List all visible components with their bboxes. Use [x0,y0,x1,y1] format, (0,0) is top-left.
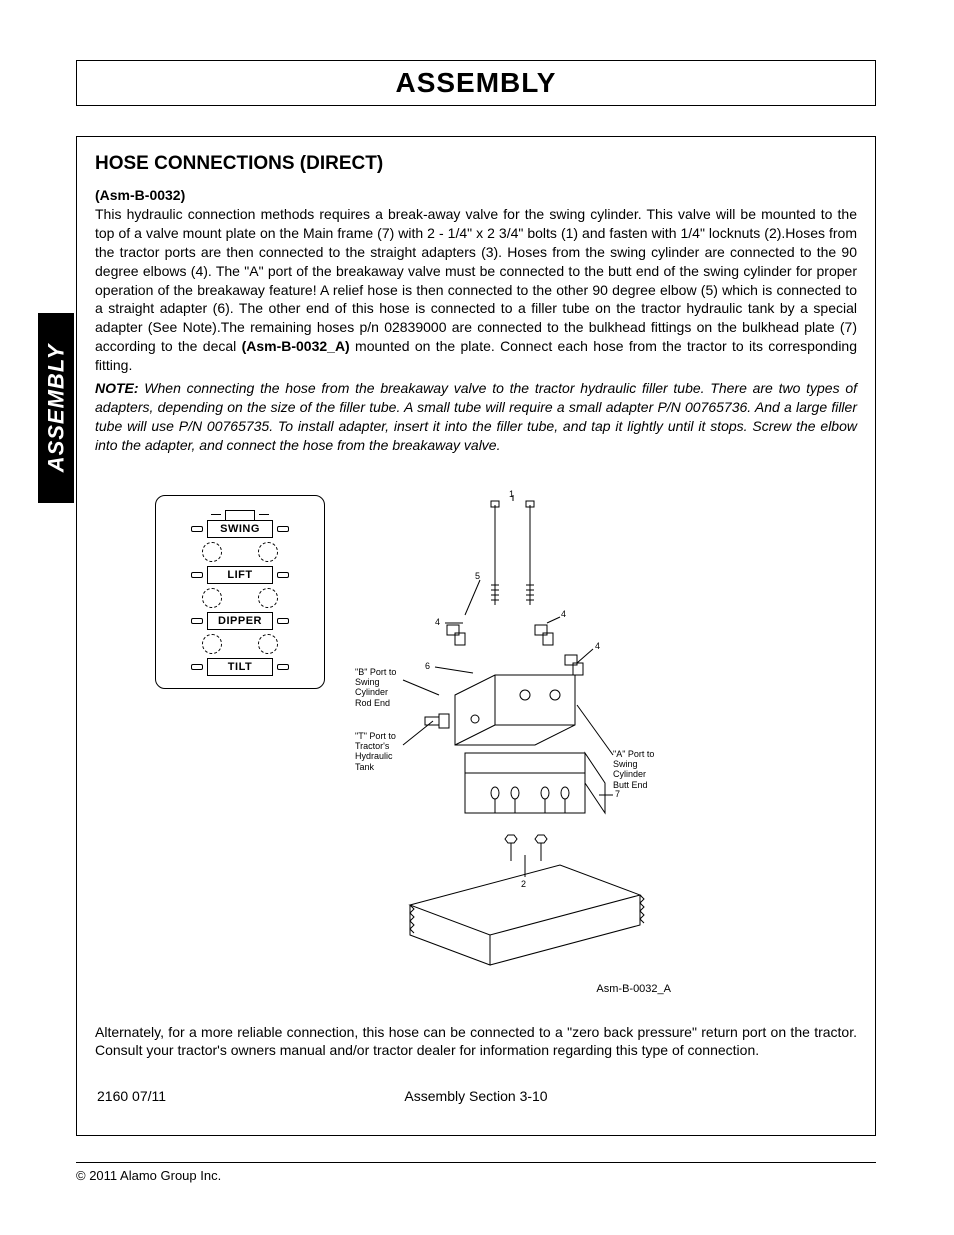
valve-svg [355,495,675,995]
callout-2: 2 [521,879,526,889]
para1a: This hydraulic connection methods requir… [95,206,857,354]
decal-label-swing: SWING [207,520,273,538]
decal-pin [191,664,203,670]
decal-pin [277,618,289,624]
decal-row: SWING [166,510,314,562]
footer-left: 2160 07/11 [97,1088,166,1104]
decal-row: LIFT [166,566,314,608]
valve-figure: 1 5 4 4 4 6 7 2 "B" Port to Swing Cylind… [355,495,675,995]
dash-circle-icon [202,542,222,562]
title-box: ASSEMBLY [76,60,876,106]
note-body: When connecting the hose from the breaka… [95,380,857,453]
section-code: (Asm-B-0032) [95,187,857,203]
decal-row: DIPPER [166,612,314,654]
decal-pin [277,572,289,578]
decal-pin [277,526,289,532]
content-box: HOSE CONNECTIONS (DIRECT) (Asm-B-0032) T… [76,136,876,1136]
para1-bold: (Asm-B-0032_A) [242,338,350,354]
page-rule [76,1162,876,1163]
copyright: © 2011 Alamo Group Inc. [76,1168,221,1183]
callout-6: 6 [425,661,430,671]
footer-line: 2160 07/11 Assembly Section 3-10 [95,1088,857,1104]
decal-label-dipper: DIPPER [207,612,273,630]
side-tab: ASSEMBLY [38,313,74,503]
figure-code: Asm-B-0032_A [596,983,671,995]
dash-circle-icon [202,634,222,654]
note-label: NOTE: [95,380,139,396]
callout-7: 7 [615,789,620,799]
side-tab-label: ASSEMBLY [43,344,69,473]
callout-4c: 4 [595,641,600,651]
section-heading: HOSE CONNECTIONS (DIRECT) [95,153,857,175]
callout-4a: 4 [435,617,440,627]
callout-4b: 4 [561,609,566,619]
label-b-port: "B" Port to Swing Cylinder Rod End [355,667,396,708]
footer-center: Assembly Section 3-10 [404,1088,547,1104]
main-paragraph: This hydraulic connection methods requir… [95,205,857,375]
decal-label-tilt: TILT [207,658,273,676]
decal-plate: SWING LIFT [155,495,325,689]
alt-paragraph: Alternately, for a more reliable connect… [95,1023,857,1061]
label-t-port: "T" Port to Tractor's Hydraulic Tank [355,731,396,772]
dash-circle-icon [202,588,222,608]
decal-pin [191,526,203,532]
dash-circle-icon [258,634,278,654]
note-paragraph: NOTE: When connecting the hose from the … [95,379,857,455]
decal-pin [191,618,203,624]
figures-row: SWING LIFT [95,495,857,995]
decal-pin [277,664,289,670]
decal-label-lift: LIFT [207,566,273,584]
callout-5: 5 [475,571,480,581]
dash-circle-icon [258,588,278,608]
label-a-port: "A" Port to Swing Cylinder Butt End [613,749,654,790]
dash-circle-icon [258,542,278,562]
page-title: ASSEMBLY [77,67,875,99]
page: ASSEMBLY HOSE CONNECTIONS (DIRECT) (Asm-… [76,60,876,1136]
decal-pin [191,572,203,578]
decal-row: TILT [166,658,314,676]
callout-1: 1 [509,489,514,499]
